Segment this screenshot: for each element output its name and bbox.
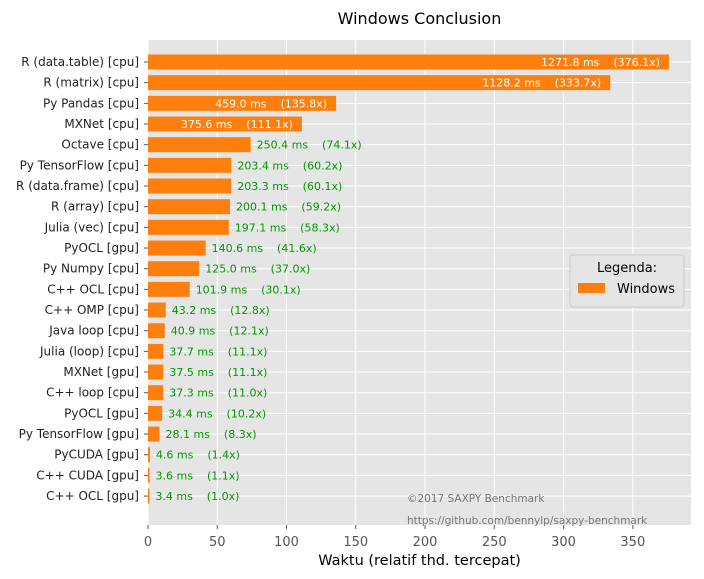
footer-url: https://github.com/bennylp/saxpy-benchma… — [407, 515, 648, 527]
y-tick-label: C++ loop [cpu] — [46, 386, 139, 400]
bar — [148, 157, 232, 173]
bar — [148, 447, 150, 463]
y-tick-label: MXNet [cpu] — [64, 117, 139, 131]
y-tick-labels: R (data.table) [cpu] R (matrix) [cpu] Py P… — [16, 55, 148, 503]
bar — [148, 137, 251, 153]
legend-entry-windows: Windows — [617, 282, 675, 297]
data-label: 459.0 ms (135.8x) — [215, 97, 327, 110]
x-tick-label: 50 — [209, 535, 226, 550]
y-tick-label: Octave [cpu] — [61, 138, 139, 152]
y-tick-label: Py TensorFlow [gpu] — [19, 427, 139, 441]
bar — [148, 261, 200, 277]
y-tick-label: Py Pandas [cpu] — [43, 96, 139, 110]
data-label: 3.4 ms (1.0x) — [155, 490, 239, 503]
legend-box — [569, 254, 685, 308]
x-tick-label: 200 — [413, 535, 438, 550]
y-tick-label: Py TensorFlow [cpu] — [20, 158, 139, 172]
y-tick-label: Java loop [cpu] — [48, 324, 139, 338]
y-tick-label: Julia (loop) [cpu] — [39, 344, 139, 358]
data-label: 140.6 ms (41.6x) — [212, 242, 317, 255]
x-tick-label: 0 — [144, 535, 152, 550]
y-tick-label: PyOCL [gpu] — [64, 406, 139, 420]
x-tick-label: 300 — [551, 535, 576, 550]
y-tick-label: Julia (vec) [cpu] — [44, 220, 139, 234]
bar — [148, 240, 206, 256]
bar — [148, 219, 229, 235]
y-tick-label: C++ OCL [gpu] — [46, 489, 139, 503]
legend-title: Legenda: — [597, 261, 657, 276]
data-label: 375.6 ms (111.1x) — [181, 118, 293, 131]
bar — [148, 343, 164, 359]
data-label: 1271.8 ms (376.1x) — [541, 56, 660, 69]
data-label: 28.1 ms (8.3x) — [165, 428, 256, 441]
data-label: 3.6 ms (1.1x) — [156, 469, 240, 482]
data-label: 203.3 ms (60.1x) — [237, 180, 342, 193]
data-label: 37.7 ms (11.1x) — [169, 345, 267, 358]
data-label: 197.1 ms (58.3x) — [235, 221, 340, 234]
data-label: 43.2 ms (12.8x) — [172, 304, 270, 317]
bar — [148, 116, 302, 132]
bar — [148, 467, 150, 483]
bar — [148, 95, 337, 111]
y-tick-label: Py Numpy [cpu] — [43, 262, 139, 276]
bars — [148, 54, 669, 504]
bar — [148, 364, 164, 380]
bar — [148, 199, 231, 215]
x-tick-label: 150 — [343, 535, 368, 550]
data-labels: 1271.8 ms (376.1x) 1128.2 ms (333.7x) 459.… — [155, 56, 660, 503]
bar — [148, 54, 669, 70]
y-tick-label: C++ OMP [cpu] — [45, 303, 139, 317]
data-label: 101.9 ms (30.1x) — [196, 283, 301, 296]
y-tick-label: PyOCL [gpu] — [64, 241, 139, 255]
y-tick-label: R (data.frame) [cpu] — [16, 179, 139, 193]
data-label: 34.4 ms (10.2x) — [168, 407, 266, 420]
x-tick-labels: 0 50 100 150 200 250 300 350 — [144, 525, 645, 550]
data-label: 250.4 ms (74.1x) — [257, 139, 362, 152]
bar — [148, 426, 160, 442]
y-tick-label: R (array) [cpu] — [51, 200, 139, 214]
x-tick-label: 100 — [274, 535, 299, 550]
x-tick-label: 350 — [620, 535, 645, 550]
y-tick-label: C++ OCL [cpu] — [47, 282, 139, 296]
chart-title: Windows Conclusion — [338, 9, 502, 28]
bar — [148, 488, 150, 504]
y-tick-label: MXNet [gpu] — [63, 365, 139, 379]
y-tick-label: R (matrix) [cpu] — [43, 76, 139, 90]
data-label: 125.0 ms (37.0x) — [205, 263, 310, 276]
legend-swatch — [578, 283, 605, 293]
data-label: 40.9 ms (12.1x) — [171, 325, 269, 338]
x-tick-label: 250 — [482, 535, 507, 550]
bar — [148, 75, 611, 91]
bar — [148, 405, 163, 421]
x-axis-label: Waktu (relatif thd. tercepat) — [318, 553, 521, 569]
bar — [148, 178, 232, 194]
bar — [148, 323, 165, 339]
bar — [148, 385, 164, 401]
legend: Legenda: Windows — [569, 254, 685, 308]
data-label: 37.3 ms (11.0x) — [169, 387, 267, 400]
data-label: 200.1 ms (59.2x) — [236, 201, 341, 214]
y-tick-label: PyCUDA [gpu] — [54, 448, 139, 462]
data-label: 4.6 ms (1.4x) — [156, 449, 240, 462]
bar — [148, 281, 190, 297]
data-label: 1128.2 ms (333.7x) — [482, 77, 601, 90]
data-label: 203.4 ms (60.2x) — [237, 159, 342, 172]
y-tick-label: C++ CUDA [gpu] — [36, 468, 139, 482]
data-label: 37.5 ms (11.1x) — [169, 366, 267, 379]
footer-copyright: ©2017 SAXPY Benchmark — [407, 493, 545, 505]
y-tick-label: R (data.table) [cpu] — [21, 55, 139, 69]
bar — [148, 302, 166, 318]
